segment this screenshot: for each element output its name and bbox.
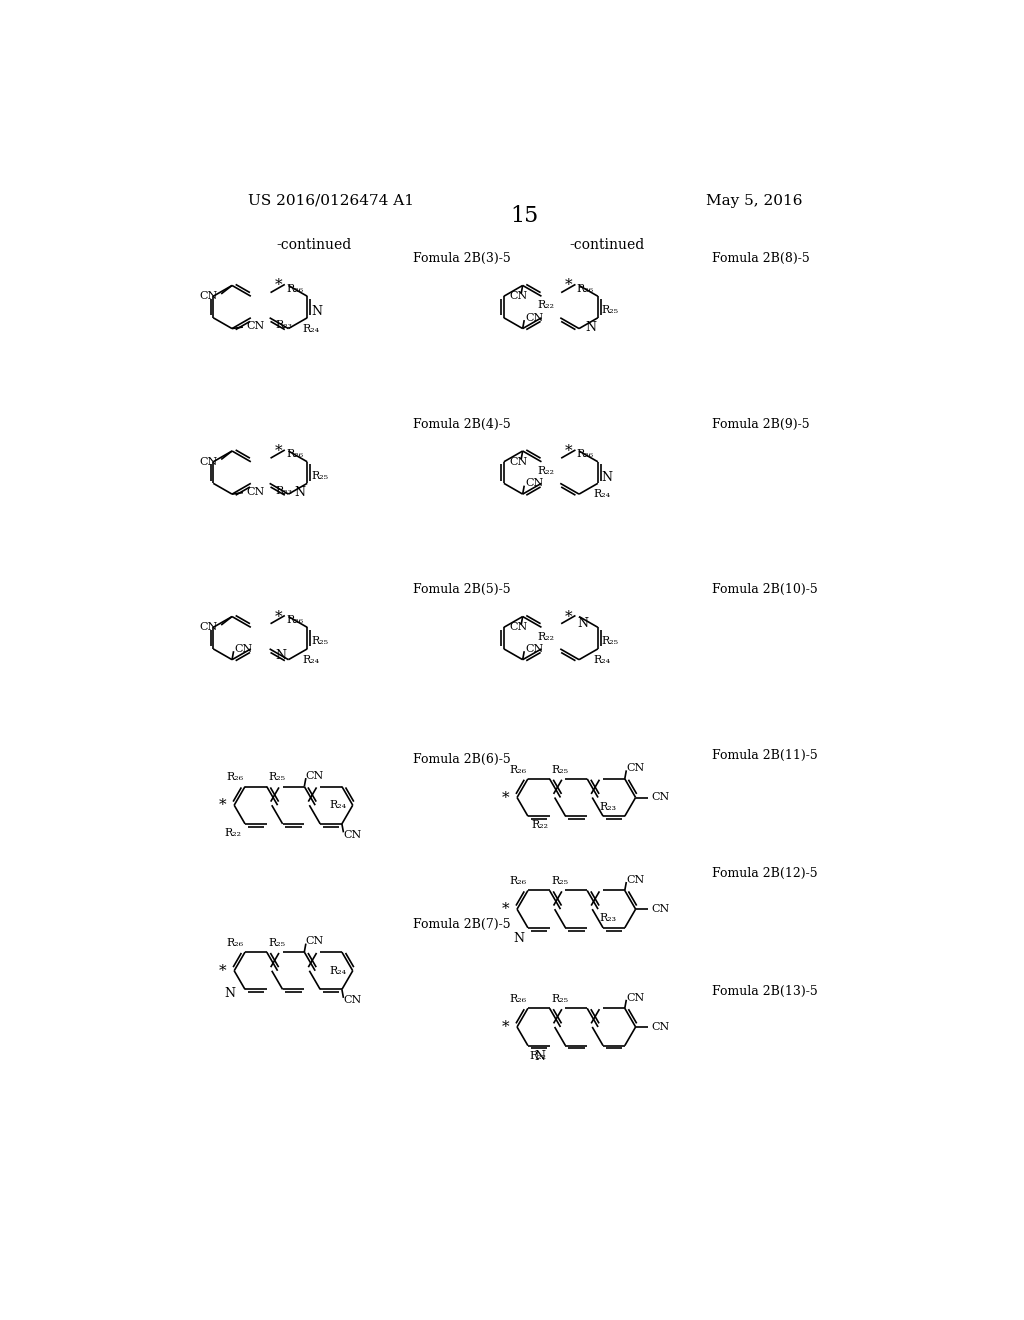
Text: R₂₅: R₂₅ (602, 636, 618, 647)
Text: *: * (565, 610, 572, 623)
Text: N: N (311, 305, 323, 318)
Text: N: N (535, 1049, 546, 1063)
Text: R₂₄: R₂₄ (329, 966, 346, 975)
Text: N: N (513, 932, 524, 945)
Text: CN: CN (627, 763, 644, 774)
Text: US 2016/0126474 A1: US 2016/0126474 A1 (248, 194, 414, 207)
Text: Fomula 2B(3)-5: Fomula 2B(3)-5 (414, 252, 511, 265)
Text: N: N (578, 616, 589, 630)
Text: R₂₆: R₂₆ (287, 449, 303, 459)
Text: R₂₆: R₂₆ (577, 284, 594, 293)
Text: R₂₅: R₂₅ (268, 937, 286, 948)
Text: R₂₃: R₂₃ (600, 801, 616, 812)
Text: Fomula 2B(13)-5: Fomula 2B(13)-5 (712, 985, 817, 998)
Text: R₂₃: R₂₃ (600, 913, 616, 924)
Text: CN: CN (200, 292, 218, 301)
Text: CN: CN (651, 904, 670, 915)
Text: R₂₂: R₂₂ (537, 466, 554, 477)
Text: R₂₃: R₂₃ (275, 486, 293, 496)
Text: CN: CN (525, 478, 544, 488)
Text: R₂₅: R₂₅ (311, 471, 328, 480)
Text: CN: CN (627, 993, 644, 1002)
Text: *: * (565, 279, 572, 293)
Text: CN: CN (306, 771, 325, 780)
Text: R₂₆: R₂₆ (509, 876, 526, 886)
Text: CN: CN (200, 622, 218, 632)
Text: CN: CN (651, 1022, 670, 1032)
Text: *: * (274, 610, 283, 623)
Text: R₂₄: R₂₄ (593, 490, 610, 499)
Text: CN: CN (525, 644, 544, 653)
Text: 15: 15 (511, 205, 539, 227)
Text: R₂₅: R₂₅ (551, 764, 568, 775)
Text: R₂₂: R₂₂ (537, 631, 554, 642)
Text: *: * (219, 964, 226, 978)
Text: R₂₄: R₂₄ (302, 655, 319, 665)
Text: R₂₄: R₂₄ (329, 800, 346, 810)
Text: CN: CN (343, 830, 361, 840)
Text: *: * (274, 444, 283, 458)
Text: Fomula 2B(8)-5: Fomula 2B(8)-5 (712, 252, 809, 265)
Text: CN: CN (651, 792, 670, 803)
Text: R₂₆: R₂₆ (577, 449, 594, 459)
Text: -continued: -continued (569, 238, 644, 252)
Text: R₂₆: R₂₆ (226, 772, 244, 783)
Text: *: * (502, 791, 509, 804)
Text: CN: CN (525, 313, 544, 323)
Text: *: * (502, 1020, 509, 1034)
Text: R₂₅: R₂₅ (602, 305, 618, 315)
Text: R₂₄: R₂₄ (302, 323, 319, 334)
Text: R₂₆: R₂₆ (226, 937, 244, 948)
Text: R₂₂: R₂₂ (224, 828, 241, 838)
Text: CN: CN (510, 292, 528, 301)
Text: Fomula 2B(5)-5: Fomula 2B(5)-5 (414, 583, 511, 597)
Text: *: * (565, 444, 572, 458)
Text: R₂₃: R₂₃ (275, 321, 293, 330)
Text: R₂₆: R₂₆ (509, 764, 526, 775)
Text: N: N (295, 486, 305, 499)
Text: Fomula 2B(4)-5: Fomula 2B(4)-5 (414, 417, 511, 430)
Text: N: N (586, 321, 596, 334)
Text: Fomula 2B(12)-5: Fomula 2B(12)-5 (712, 866, 817, 879)
Text: Fomula 2B(10)-5: Fomula 2B(10)-5 (712, 583, 817, 597)
Text: R₂₅: R₂₅ (268, 772, 286, 783)
Text: Fomula 2B(11)-5: Fomula 2B(11)-5 (712, 748, 817, 762)
Text: N: N (602, 471, 612, 483)
Text: N: N (224, 987, 236, 999)
Text: CN: CN (627, 875, 644, 884)
Text: *: * (502, 902, 509, 916)
Text: May 5, 2016: May 5, 2016 (706, 194, 802, 207)
Text: CN: CN (510, 457, 528, 467)
Text: CN: CN (200, 457, 218, 467)
Text: CN: CN (246, 487, 264, 496)
Text: R₂₄: R₂₄ (593, 655, 610, 665)
Text: R₂₆: R₂₆ (509, 994, 526, 1005)
Text: N: N (275, 648, 287, 661)
Text: CN: CN (343, 995, 361, 1006)
Text: *: * (219, 799, 226, 812)
Text: R₂₂: R₂₂ (537, 301, 554, 310)
Text: CN: CN (510, 622, 528, 632)
Text: CN: CN (234, 644, 253, 653)
Text: Fomula 2B(7)-5: Fomula 2B(7)-5 (414, 917, 511, 931)
Text: R₂₆: R₂₆ (287, 284, 303, 293)
Text: Fomula 2B(6)-5: Fomula 2B(6)-5 (414, 752, 511, 766)
Text: CN: CN (246, 321, 264, 331)
Text: R₂₅: R₂₅ (311, 636, 328, 647)
Text: *: * (274, 279, 283, 293)
Text: CN: CN (306, 936, 325, 946)
Text: R₂₆: R₂₆ (287, 615, 303, 624)
Text: -continued: -continued (276, 238, 351, 252)
Text: R₂₂: R₂₂ (531, 821, 548, 830)
Text: R₂₅: R₂₅ (551, 876, 568, 886)
Text: R₂₂: R₂₂ (529, 1052, 547, 1061)
Text: R₂₅: R₂₅ (551, 994, 568, 1005)
Text: Fomula 2B(9)-5: Fomula 2B(9)-5 (712, 417, 809, 430)
